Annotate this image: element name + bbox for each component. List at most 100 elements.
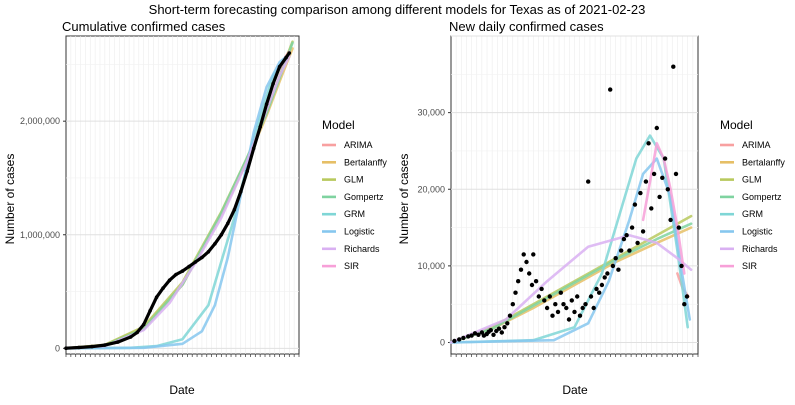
data-point <box>553 302 558 307</box>
series-line-logistic <box>449 157 692 344</box>
data-point <box>264 102 269 106</box>
y-tick-label: 10,000 <box>417 261 445 271</box>
data-point <box>488 328 493 333</box>
y-axis-label-cumulative: Number of cases <box>3 154 17 245</box>
data-point <box>662 156 668 161</box>
series-line-richards <box>449 233 693 344</box>
data-point <box>502 325 507 330</box>
y-tick-label: 20,000 <box>417 184 445 194</box>
legend-label-arima: ARIMA <box>742 140 771 150</box>
legend-label-gompertz: Gompertz <box>742 192 782 202</box>
data-point <box>251 146 256 151</box>
x-axis-label-daily: Date <box>562 383 588 397</box>
data-point <box>542 298 547 303</box>
data-point <box>558 290 563 295</box>
data-point <box>200 255 204 260</box>
panel-title-daily: New daily confirmed cases <box>449 19 604 34</box>
data-point <box>624 233 629 238</box>
observed-points <box>64 51 292 351</box>
data-point <box>452 338 457 344</box>
data-point <box>510 302 515 307</box>
data-point <box>632 202 638 207</box>
legend-label-richards: Richards <box>344 244 380 254</box>
data-point <box>684 294 690 299</box>
data-point <box>599 282 605 288</box>
legend-label-gompertz: Gompertz <box>344 192 384 202</box>
data-point <box>499 330 504 335</box>
legend-daily: Model ARIMA Bertalanffy GLM Gompertz GRM Logi… <box>720 118 785 271</box>
data-point <box>605 271 610 276</box>
data-point <box>555 309 561 315</box>
observed-points <box>452 64 690 344</box>
data-point <box>213 242 217 246</box>
data-point <box>461 335 466 341</box>
data-point <box>187 264 191 269</box>
data-point <box>524 259 529 265</box>
legend-label-logistic: Logistic <box>742 227 773 237</box>
data-point <box>219 233 224 237</box>
data-point <box>513 290 518 295</box>
series-line-glm <box>449 214 693 344</box>
data-point <box>561 302 566 307</box>
panel-cumulative: Cumulative confirmed cases Number of cas… <box>3 19 300 397</box>
legend-label-logistic: Logistic <box>344 227 375 237</box>
data-point <box>640 229 646 234</box>
data-point <box>174 272 178 277</box>
y-tick-label: 1,000,000 <box>20 230 60 240</box>
data-point <box>654 125 659 131</box>
legend-label-glm: GLM <box>742 175 762 185</box>
data-point <box>580 305 585 311</box>
legend-label-sir: SIR <box>344 261 360 271</box>
data-point <box>103 343 107 347</box>
y-tick-label: 0 <box>55 343 60 353</box>
series-group <box>64 40 294 350</box>
data-point <box>649 206 654 211</box>
data-point <box>676 225 681 230</box>
data-point <box>594 286 599 292</box>
panel-title-cumulative: Cumulative confirmed cases <box>62 19 226 34</box>
data-point <box>536 294 541 299</box>
data-point <box>77 345 81 350</box>
legend-label-sir: SIR <box>742 261 758 271</box>
data-point <box>616 267 621 272</box>
data-point <box>657 194 662 200</box>
data-point <box>586 179 591 184</box>
data-point <box>245 169 249 173</box>
data-point <box>64 346 68 351</box>
data-point <box>476 332 481 337</box>
data-point <box>602 275 607 280</box>
data-point <box>287 51 292 55</box>
data-point <box>564 305 569 311</box>
legend-label-arima: ARIMA <box>344 140 373 150</box>
legend-label-glm: GLM <box>344 175 364 185</box>
data-point <box>154 295 159 300</box>
legend-label-bertalanffy: Bertalanffy <box>344 157 387 167</box>
data-point <box>597 290 602 295</box>
data-point <box>239 189 243 194</box>
data-point <box>671 64 676 69</box>
data-point <box>469 333 474 338</box>
data-point <box>651 171 657 177</box>
legend-cumulative: Model ARIMA Bertalanffy GLM Gompertz GRM Logi… <box>322 118 387 271</box>
data-point <box>529 282 535 288</box>
data-point <box>673 171 679 177</box>
data-point <box>167 278 172 283</box>
data-point <box>627 248 632 253</box>
data-point <box>588 294 594 299</box>
data-point <box>646 141 651 146</box>
data-point <box>619 248 624 253</box>
data-point <box>629 225 635 230</box>
legend-label-richards: Richards <box>742 244 778 254</box>
data-point <box>284 55 288 60</box>
data-point <box>550 313 555 318</box>
data-point <box>583 302 588 307</box>
data-point <box>668 217 673 223</box>
data-point <box>472 331 478 336</box>
data-point <box>621 236 627 242</box>
data-point <box>533 279 539 284</box>
data-point <box>665 187 670 192</box>
data-point <box>226 221 230 226</box>
data-point <box>569 298 574 303</box>
data-point <box>591 305 596 311</box>
